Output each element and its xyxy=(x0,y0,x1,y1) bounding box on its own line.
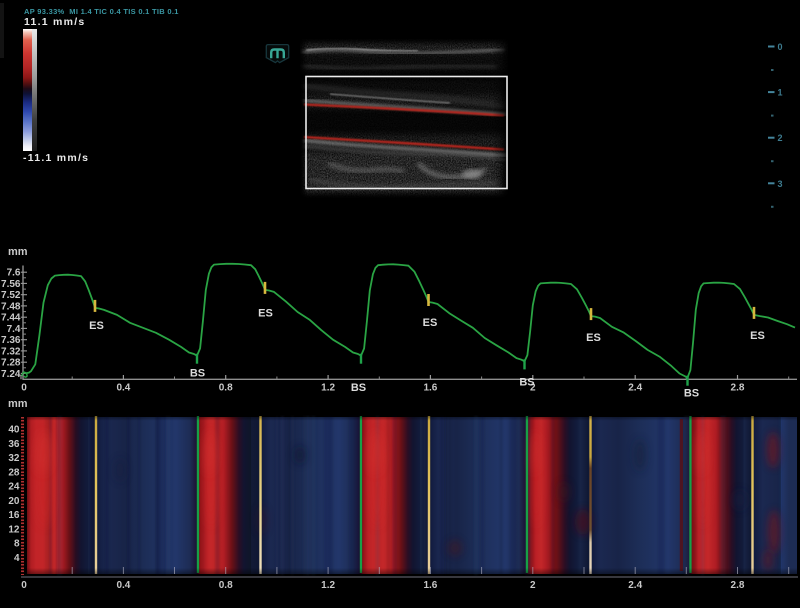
svg-text:24: 24 xyxy=(8,482,20,493)
svg-text:0: 0 xyxy=(21,383,27,394)
svg-text:36: 36 xyxy=(8,439,20,450)
svg-text:1.6: 1.6 xyxy=(423,580,437,591)
svg-text:1.2: 1.2 xyxy=(321,383,335,394)
svg-text:7.56: 7.56 xyxy=(1,279,21,290)
svg-text:1.2: 1.2 xyxy=(321,580,335,591)
svg-text:BS: BS xyxy=(190,368,205,380)
svg-text:BS: BS xyxy=(684,388,699,400)
svg-text:2.8: 2.8 xyxy=(731,580,745,591)
svg-text:ES: ES xyxy=(423,317,438,329)
svg-text:ES: ES xyxy=(89,320,104,332)
svg-text:2: 2 xyxy=(530,383,536,394)
svg-text:7.44: 7.44 xyxy=(1,313,21,324)
svg-text:0.8: 0.8 xyxy=(219,580,233,591)
svg-text:2.4: 2.4 xyxy=(628,383,642,394)
svg-text:28: 28 xyxy=(8,467,20,478)
svg-text:7.4: 7.4 xyxy=(7,324,21,335)
svg-text:mm: mm xyxy=(8,398,28,410)
svg-text:0.4: 0.4 xyxy=(116,383,130,394)
svg-text:2.4: 2.4 xyxy=(628,580,642,591)
svg-text:0: 0 xyxy=(778,42,783,52)
svg-text:40: 40 xyxy=(8,425,20,436)
svg-text:1.6: 1.6 xyxy=(423,383,437,394)
svg-text:7.24: 7.24 xyxy=(1,369,21,380)
svg-text:7.36: 7.36 xyxy=(1,335,21,346)
svg-text:ES: ES xyxy=(750,330,765,342)
svg-text:3: 3 xyxy=(778,179,783,189)
svg-text:BS: BS xyxy=(351,382,366,394)
svg-text:4: 4 xyxy=(14,553,20,564)
svg-text:0: 0 xyxy=(21,580,27,591)
svg-text:BS: BS xyxy=(519,377,534,389)
svg-text:ES: ES xyxy=(586,332,601,344)
svg-text:7.52: 7.52 xyxy=(1,290,21,301)
svg-text:7.28: 7.28 xyxy=(1,358,21,369)
svg-text:1: 1 xyxy=(778,88,783,98)
svg-text:16: 16 xyxy=(8,510,20,521)
svg-text:2.8: 2.8 xyxy=(731,383,745,394)
svg-text:2: 2 xyxy=(778,133,783,143)
svg-text:12: 12 xyxy=(8,525,20,536)
svg-text:0.4: 0.4 xyxy=(116,580,130,591)
svg-text:32: 32 xyxy=(8,453,20,464)
svg-text:7.48: 7.48 xyxy=(1,301,21,312)
svg-text:2: 2 xyxy=(530,580,536,591)
svg-text:20: 20 xyxy=(8,496,20,507)
svg-text:7.6: 7.6 xyxy=(7,268,21,279)
svg-text:ES: ES xyxy=(258,308,273,320)
svg-text:0.8: 0.8 xyxy=(219,383,233,394)
svg-text:mm: mm xyxy=(8,246,28,258)
svg-text:8: 8 xyxy=(14,539,20,550)
svg-text:7.32: 7.32 xyxy=(1,346,21,357)
